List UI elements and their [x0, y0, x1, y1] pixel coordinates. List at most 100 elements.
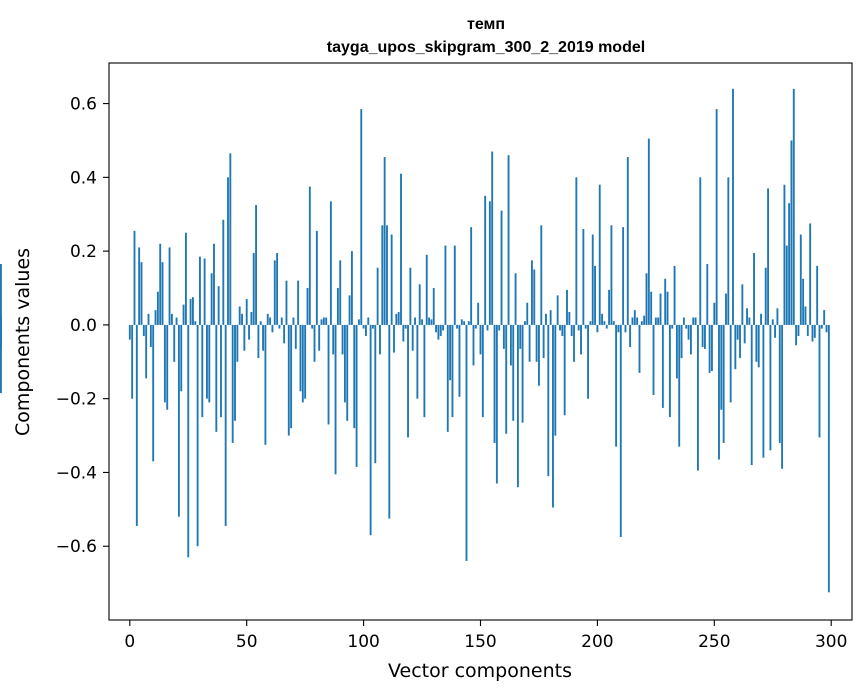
bar [507, 155, 510, 325]
bar [414, 317, 416, 325]
bar [418, 284, 421, 325]
bar [467, 321, 470, 325]
bar [629, 324, 632, 348]
bar [809, 223, 812, 325]
bar [308, 186, 311, 325]
bar [234, 324, 236, 421]
bar [297, 280, 300, 325]
bar [594, 265, 596, 325]
bar [509, 324, 512, 366]
bar [170, 313, 173, 325]
bar [339, 260, 342, 325]
bar [444, 245, 447, 325]
bar [671, 324, 674, 329]
bar [290, 324, 293, 429]
bar [556, 295, 559, 325]
bar [715, 109, 718, 325]
bar [788, 203, 791, 325]
bar [208, 324, 211, 403]
bar [231, 324, 234, 443]
bar [278, 324, 281, 329]
bar [248, 324, 250, 340]
bar [531, 260, 533, 325]
bar [472, 324, 475, 366]
bar [732, 88, 734, 325]
bar [587, 324, 589, 399]
bar [734, 324, 737, 370]
bar [757, 324, 760, 368]
bar [481, 324, 484, 418]
bar [711, 324, 713, 372]
bar [257, 324, 260, 359]
bar [493, 324, 496, 443]
bar [771, 319, 774, 325]
bar [252, 252, 255, 325]
bar [189, 299, 192, 325]
bar [327, 324, 330, 425]
bar [626, 157, 629, 325]
chart-subtitle: tayga_upos_skipgram_300_2_2019 model [327, 39, 645, 56]
bar [236, 324, 239, 362]
bar [159, 243, 162, 325]
bar [601, 313, 604, 325]
bar [795, 324, 798, 346]
bar [224, 324, 227, 526]
bar [570, 324, 573, 336]
bar [526, 302, 529, 325]
bar [729, 324, 732, 403]
plot-frame [108, 62, 853, 621]
bar [645, 273, 648, 325]
y-tick-label: 0.4 [70, 168, 97, 188]
bar [367, 317, 370, 325]
bar [573, 324, 575, 362]
bar [622, 227, 625, 325]
bar [446, 324, 449, 432]
x-tick-label: 250 [698, 632, 730, 652]
bar [748, 317, 751, 325]
bar [343, 324, 346, 403]
bar [404, 324, 407, 329]
bar [315, 230, 318, 325]
bar [668, 324, 671, 418]
bar [725, 293, 727, 325]
bar [813, 324, 816, 338]
bar [650, 291, 653, 325]
bar [407, 324, 409, 438]
bar [528, 324, 531, 362]
bar [692, 317, 695, 325]
y-axis-label: Components values [12, 248, 34, 436]
bar [255, 205, 257, 325]
bar [636, 317, 639, 325]
bar [502, 324, 505, 349]
bar [811, 324, 814, 342]
bar [776, 308, 779, 325]
bar [241, 313, 243, 325]
bar [673, 265, 676, 325]
bar [460, 319, 463, 325]
bar [416, 324, 419, 399]
bar [591, 234, 594, 325]
bar [357, 319, 360, 325]
bar [201, 324, 204, 418]
bar [402, 324, 405, 342]
bar [552, 324, 554, 508]
bar [652, 324, 655, 395]
bar [479, 324, 482, 355]
bar [687, 324, 690, 340]
bar [140, 262, 143, 325]
bar [400, 173, 402, 325]
bar [245, 299, 248, 325]
bar [818, 324, 821, 438]
bar [192, 297, 194, 325]
bar [280, 317, 283, 325]
bar [163, 324, 166, 403]
bar [505, 324, 508, 434]
bar [311, 324, 314, 329]
bar [250, 311, 253, 325]
bar [699, 177, 702, 325]
bar [133, 230, 136, 325]
bar [790, 140, 793, 325]
bar [147, 313, 150, 325]
bar [554, 324, 557, 436]
bar [411, 324, 414, 351]
